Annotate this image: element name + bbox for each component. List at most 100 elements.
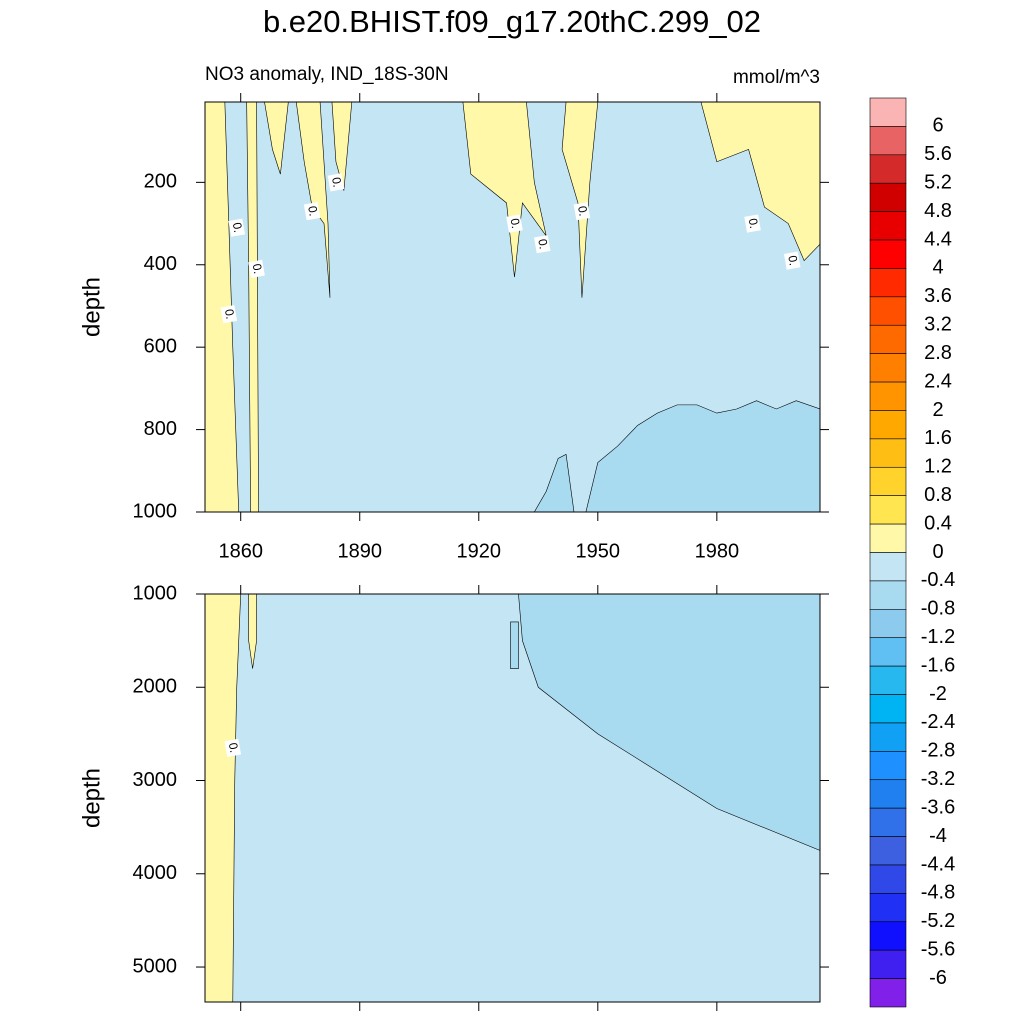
y-axis-label: depth [78,768,105,828]
colorbar-box [869,893,907,923]
contour-group: 0. [205,594,820,1002]
colorbar-label: 4.4 [924,228,952,250]
colorbar-label: -2.4 [921,711,955,733]
colorbar-label: 6 [932,115,943,137]
colorbar-box [869,836,907,866]
colorbar-label: -4 [929,825,947,847]
y-tick-label: 4000 [133,862,178,884]
colorbar-label: -1.2 [921,626,955,648]
colorbar-box [869,580,907,610]
colorbar-box [869,779,907,809]
colorbar-box [869,182,907,212]
colorbar-box [869,353,907,383]
contour-label: 0. [508,217,524,229]
plot-frame [204,101,821,513]
colorbar-label: -3.6 [921,796,955,818]
colorbar-box [869,978,907,1008]
contour-label: 0. [785,254,801,266]
contour-label: 0. [535,238,551,250]
y-tick-label: 400 [144,253,177,275]
colorbar-box [869,609,907,639]
y-tick-label: 600 [144,335,177,357]
colorbar-box [869,751,907,781]
contour-label-bg [533,235,551,254]
colorbar-label: 0.8 [924,484,952,506]
contour-region [518,594,820,851]
contour-region [462,102,547,278]
colorbar-label: 2 [932,399,943,421]
colorbar-label: 5.2 [924,172,952,194]
contour-label-bg [228,218,246,237]
contour-label-bg [506,214,523,233]
colorbar-box [869,807,907,837]
chart-title: b.e20.BHIST.f09_g17.20thC.299_02 [263,4,761,39]
colorbar-label: -2 [929,683,947,705]
contour-label: 0. [226,742,242,754]
y-tick-label: 800 [144,418,177,440]
contour-region [205,594,242,1002]
contour-label-bg [220,305,238,324]
colorbar-box [869,410,907,440]
colorbar-box [869,381,907,411]
contour-label: 0. [222,308,238,320]
contour-label-bg [327,173,345,192]
colorbar-box [869,296,907,326]
colorbar-label: 2.8 [924,342,952,364]
y-tick-label: 3000 [133,769,178,791]
contour-region [264,102,289,175]
x-tick-label: 1890 [337,540,382,562]
colorbar-label: -5.2 [921,910,955,932]
y-tick-label: 2000 [133,676,178,698]
colorbar-label: -0.8 [921,598,955,620]
y-axis-label: depth [78,277,105,337]
contour-region [295,102,331,298]
colorbar-label: 4 [932,257,943,279]
colorbar-label: 0.4 [924,512,952,534]
colorbar-box [869,552,907,582]
contour-label: 0. [329,176,345,188]
contour-label-bg [573,202,591,221]
contour-label: 0. [746,217,762,229]
colorbar-label: -4.4 [921,853,955,875]
x-tick-label: 1860 [218,540,263,562]
x-tick-label: 1920 [457,540,502,562]
colorbar-box [869,466,907,496]
contour-region [510,621,519,669]
colorbar-label: 3.2 [924,314,952,336]
colorbar-label: 2.4 [924,370,952,392]
colorbar-label: 4.8 [924,200,952,222]
colorbar-label: 0 [932,541,943,563]
colorbar-label: -2.8 [921,740,955,762]
colorbar-box [869,97,907,127]
colorbar-box [869,694,907,724]
plot-frame [204,593,821,1003]
contour-region [700,102,820,262]
colorbar-box [869,239,907,269]
colorbar-label: -5.6 [921,938,955,960]
colorbar-box [869,722,907,752]
contour-region [331,102,353,191]
colorbar-label: -0.4 [921,569,955,591]
contour-label: 0. [305,205,321,217]
contour-group: 0. 0. 0. 0. 0. 0. 0. 0. 0. 0. [205,102,820,512]
colorbar-box [869,665,907,695]
y-tick-label: 5000 [133,955,178,977]
colorbar-label: -1.6 [921,654,955,676]
y-tick-label: 1000 [133,582,178,604]
colorbar-label: 1.2 [924,456,952,478]
contour-region [533,400,820,512]
y-tick-label: 1000 [133,500,178,522]
subtitle-left: NO3 anomaly, IND_18S-30N [205,64,449,85]
colorbar-box [869,495,907,525]
x-tick-label: 1980 [695,540,740,562]
contour-region [248,594,257,669]
colorbar-box [869,126,907,156]
colorbar-label: -3.2 [921,768,955,790]
colorbar-box [869,864,907,894]
colorbar-label: 1.6 [924,427,952,449]
contour-label: 0. [230,221,246,233]
contour-region [561,102,599,298]
colorbar-label: -4.8 [921,882,955,904]
colorbar-box [869,211,907,241]
